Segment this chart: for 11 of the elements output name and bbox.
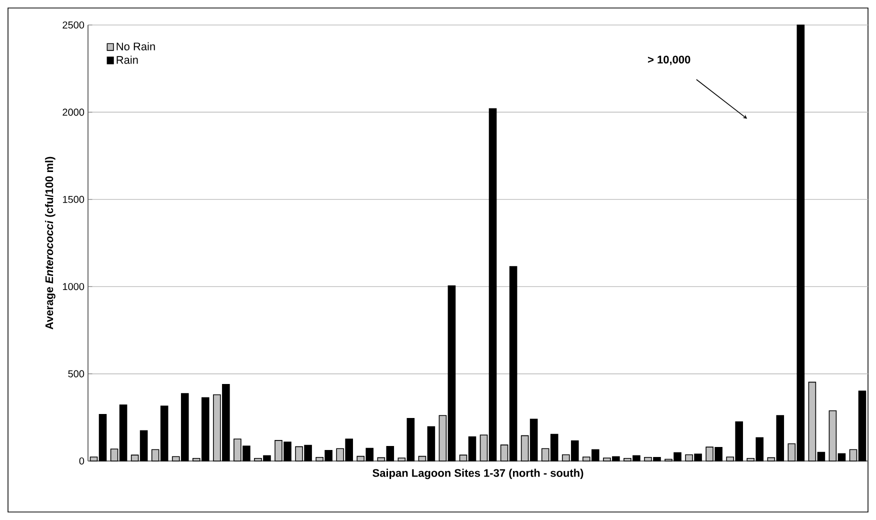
y-tick-label: 2000 bbox=[62, 108, 84, 116]
annotation: > 10,000 bbox=[648, 56, 690, 66]
y-tick-label: 500 bbox=[68, 370, 84, 378]
y-tick-label: 1000 bbox=[62, 283, 84, 290]
legend-label: No Rain bbox=[116, 42, 155, 50]
y-tick-label: 0 bbox=[79, 457, 84, 465]
legend-label: Rain bbox=[116, 56, 138, 64]
x-axis-title: Saipan Lagoon Sites 1-37 (north - south) bbox=[372, 468, 584, 480]
y-axis-title: Average Enterococci (cfu/100 ml) bbox=[45, 156, 56, 330]
y-tick-label: 2500 bbox=[62, 21, 84, 29]
y-tick-label: 1500 bbox=[62, 196, 84, 203]
